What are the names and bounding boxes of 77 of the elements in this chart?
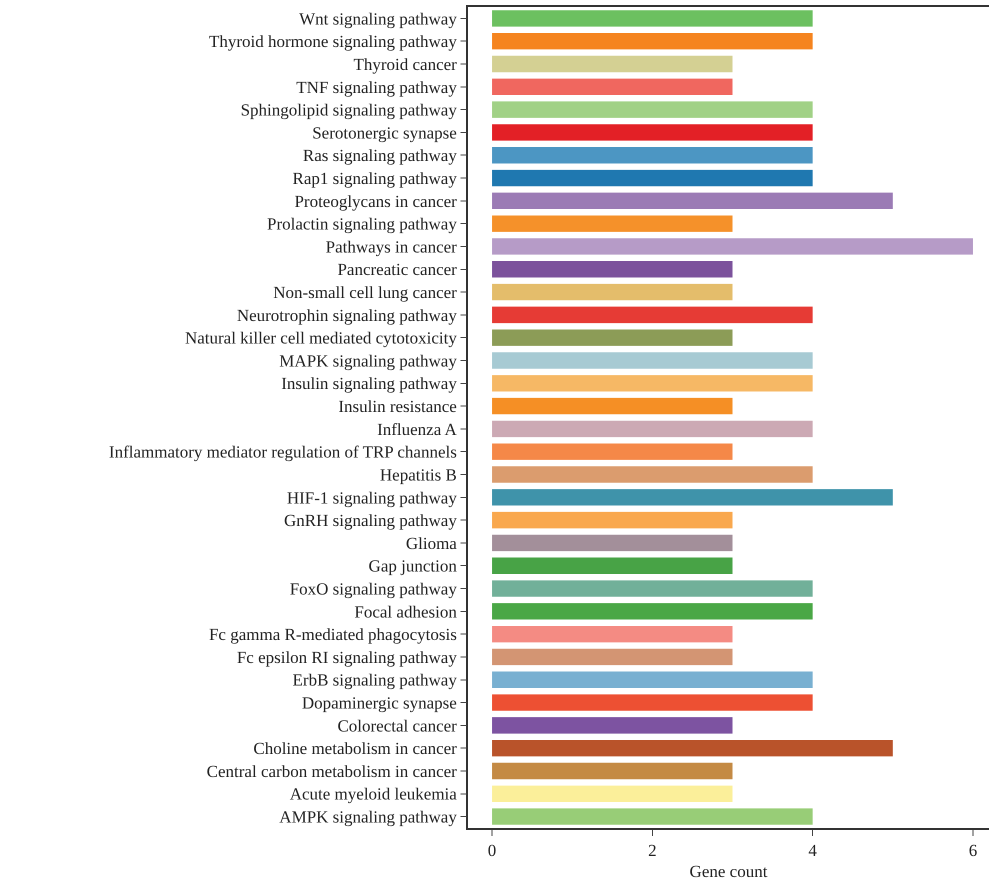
- bar: [492, 261, 733, 278]
- x-tick-label: 6: [968, 841, 978, 860]
- y-tick-label: ErbB signaling pathway: [292, 670, 458, 690]
- x-axis-title: Gene count: [690, 862, 768, 882]
- bar: [492, 238, 973, 255]
- y-tick-label: Focal adhesion: [354, 602, 458, 622]
- y-tick-label: Inflammatory mediator regulation of TRP channels: [108, 442, 457, 462]
- bar: [492, 375, 813, 392]
- y-tick-label: Influenza A: [377, 420, 458, 439]
- bar: [492, 694, 813, 711]
- y-tick-label: Thyroid cancer: [353, 54, 458, 74]
- bar: [492, 512, 733, 528]
- y-tick-label: Sphingolipid signaling pathway: [240, 100, 458, 120]
- bar: [492, 420, 813, 438]
- bar: [492, 648, 733, 666]
- y-tick-label: Acute myeloid leukemia: [290, 784, 458, 804]
- y-tick-label: Pancreatic cancer: [337, 260, 458, 280]
- y-tick-label: MAPK signaling pathway: [279, 351, 458, 370]
- y-tick-label: Proteoglycans in cancer: [294, 192, 458, 211]
- bar: [492, 306, 813, 324]
- x-tick-label: 2: [648, 841, 657, 860]
- bar: [492, 329, 733, 346]
- bar: [492, 762, 733, 780]
- y-tick-label: Natural killer cell mediated cytotoxicity: [184, 328, 458, 348]
- bar: [492, 580, 813, 597]
- y-tick-label: Thyroid hormone signaling pathway: [208, 32, 458, 52]
- bar: [492, 284, 733, 300]
- y-tick-label: Non-small cell lung cancer: [273, 283, 458, 302]
- bar: [492, 717, 733, 734]
- bar: [492, 534, 733, 552]
- y-tick-label: Central carbon metabolism in cancer: [206, 762, 458, 781]
- bar: [492, 78, 733, 96]
- bar: [492, 603, 813, 620]
- y-tick-label: TNF signaling pathway: [296, 78, 458, 97]
- y-tick-label: Hepatitis B: [380, 465, 457, 484]
- y-tick-label: Insulin signaling pathway: [281, 374, 458, 394]
- y-tick-label: GnRH signaling pathway: [284, 511, 458, 530]
- bar: [492, 558, 733, 574]
- bar: [492, 192, 893, 210]
- bar: [492, 398, 733, 414]
- y-tick-label: FoxO signaling pathway: [290, 579, 458, 598]
- bar: [492, 786, 733, 802]
- bar: [492, 215, 733, 232]
- y-tick-label: Colorectal cancer: [337, 716, 458, 736]
- x-tick-label: 4: [808, 841, 818, 860]
- y-tick-label: Pathways in cancer: [326, 237, 458, 256]
- bar: [492, 444, 733, 460]
- y-tick-label: Ras signaling pathway: [302, 146, 458, 166]
- y-tick-label: Wnt signaling pathway: [299, 9, 458, 28]
- y-tick-label: Glioma: [406, 534, 458, 553]
- bar: [492, 489, 893, 506]
- y-tick-label: AMPK signaling pathway: [279, 808, 458, 827]
- y-tick-label: Insulin resistance: [338, 397, 457, 416]
- bar: [492, 10, 813, 27]
- bar: [492, 672, 813, 688]
- bar: [492, 101, 813, 118]
- y-tick-label: Serotonergic synapse: [312, 123, 457, 142]
- y-tick-label: Prolactin signaling pathway: [267, 214, 458, 234]
- bar: [492, 170, 813, 186]
- bar: [492, 124, 813, 141]
- x-tick-label: 0: [488, 841, 496, 860]
- y-tick-label: Neurotrophin signaling pathway: [236, 306, 458, 325]
- bar: [492, 808, 813, 825]
- bar: [492, 56, 733, 72]
- bar: [492, 466, 813, 483]
- y-tick-label: Dopaminergic synapse: [302, 694, 457, 713]
- y-tick-label: HIF-1 signaling pathway: [286, 488, 458, 508]
- bar: [492, 352, 813, 369]
- bar: [492, 626, 733, 642]
- y-tick-label: Fc epsilon RI signaling pathway: [236, 648, 458, 667]
- bar: [492, 147, 813, 164]
- y-tick-label: Choline metabolism in cancer: [253, 739, 458, 758]
- y-tick-label: Rap1 signaling pathway: [292, 168, 458, 188]
- y-tick-label: Fc gamma R-mediated phagocytosis: [208, 625, 457, 644]
- y-tick-label: Gap junction: [368, 556, 458, 576]
- bar: [492, 740, 893, 756]
- bar: [492, 33, 813, 50]
